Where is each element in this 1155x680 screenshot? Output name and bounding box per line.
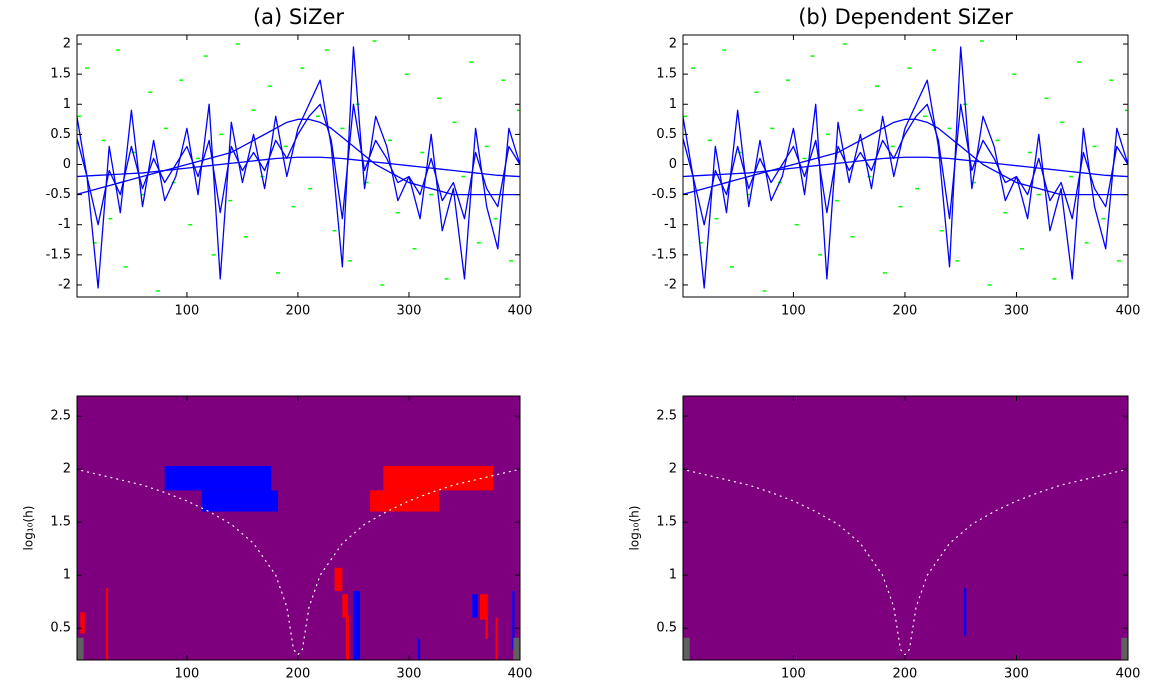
axes-frame (76, 34, 521, 298)
x-tick-label: 300 (397, 304, 422, 319)
significance-region (370, 490, 439, 512)
smooth-curve (683, 156, 1128, 178)
x-tick-label: 400 (1116, 304, 1141, 319)
chart-title: (b) Dependent SiZer (798, 5, 1013, 29)
smooth-curve (77, 46, 520, 289)
y-tick-label: 2.5 (656, 409, 677, 424)
map-background (683, 396, 1128, 660)
y-tick-label: 2 (669, 37, 677, 52)
significance-region (417, 638, 421, 660)
y-tick-label: -0.5 (652, 187, 677, 202)
smooth-curve (77, 118, 520, 196)
significance-region (1121, 637, 1128, 660)
significance-region (334, 567, 343, 592)
y-tick-label: -0.5 (46, 187, 71, 202)
x-tick-label: 200 (286, 667, 311, 680)
significance-region (164, 465, 272, 491)
smooth-curve (683, 46, 1128, 289)
smooth-curve (683, 103, 1128, 226)
y-tick-label: 2 (63, 462, 71, 477)
x-tick-label: 200 (286, 304, 311, 319)
x-tick-label: 100 (175, 667, 200, 680)
map-background (77, 396, 520, 660)
y-tick-label: 0 (63, 157, 71, 172)
y-tick-label: 2 (669, 462, 677, 477)
significance-region (345, 615, 350, 660)
y-tick-label: 1.5 (656, 67, 677, 82)
significance-region (105, 587, 109, 660)
significance-region (480, 594, 488, 620)
plot-area (683, 40, 1128, 292)
axes-frame (682, 395, 1129, 661)
y-axis-label: log₁₀(h) (628, 506, 642, 551)
axes-frame (76, 395, 521, 661)
y-tick-label: 1 (63, 97, 71, 112)
y-tick-label: 2 (63, 37, 71, 52)
significance-region (472, 594, 478, 618)
smooth-curve (683, 118, 1128, 196)
y-tick-label: 1 (669, 97, 677, 112)
smooth-curve (77, 156, 520, 178)
y-tick-label: 1.5 (50, 67, 71, 82)
significance-region (383, 465, 494, 491)
x-tick-label: 100 (781, 667, 806, 680)
significance-region (964, 587, 967, 636)
y-tick-label: 0.5 (50, 621, 71, 636)
y-tick-label: -1.5 (46, 247, 71, 262)
significance-region (512, 591, 515, 650)
y-tick-label: 1.5 (50, 515, 71, 530)
x-tick-label: 400 (1116, 667, 1141, 680)
significance-region (353, 591, 361, 660)
x-tick-label: 300 (397, 667, 422, 680)
significance-region (77, 637, 84, 660)
x-tick-label: 400 (508, 304, 533, 319)
boundary-curve (77, 468, 520, 656)
x-tick-label: 300 (1004, 667, 1029, 680)
x-tick-label: 200 (893, 304, 918, 319)
boundary-curve (683, 468, 1128, 656)
y-tick-label: 0.5 (50, 127, 71, 142)
y-tick-label: 0.5 (656, 127, 677, 142)
plot-area (683, 396, 1128, 660)
significance-region (201, 490, 278, 512)
axes-frame (682, 34, 1129, 298)
y-tick-label: -1.5 (652, 247, 677, 262)
plot-area (77, 40, 520, 292)
significance-region (342, 594, 348, 618)
y-tick-label: -1 (58, 217, 71, 232)
smooth-curve (77, 103, 520, 226)
significance-region (485, 617, 488, 639)
y-tick-label: 0.5 (656, 621, 677, 636)
chart-title: (a) SiZer (253, 5, 344, 29)
significance-region (683, 637, 690, 660)
x-tick-label: 200 (893, 667, 918, 680)
significance-region (495, 617, 498, 660)
y-tick-label: 2.5 (50, 409, 71, 424)
significance-region (80, 612, 85, 634)
y-tick-label: -1 (664, 217, 677, 232)
y-tick-label: 1.5 (656, 515, 677, 530)
significance-region (513, 637, 520, 660)
x-tick-label: 400 (508, 667, 533, 680)
plot-area (77, 396, 520, 660)
x-tick-label: 300 (1004, 304, 1029, 319)
y-tick-label: -2 (58, 277, 71, 292)
y-tick-label: 1 (669, 568, 677, 583)
x-tick-label: 100 (781, 304, 806, 319)
y-tick-label: -2 (664, 277, 677, 292)
y-tick-label: 0 (669, 157, 677, 172)
x-tick-label: 100 (175, 304, 200, 319)
y-tick-label: 1 (63, 568, 71, 583)
y-axis-label: log₁₀(h) (22, 506, 36, 551)
